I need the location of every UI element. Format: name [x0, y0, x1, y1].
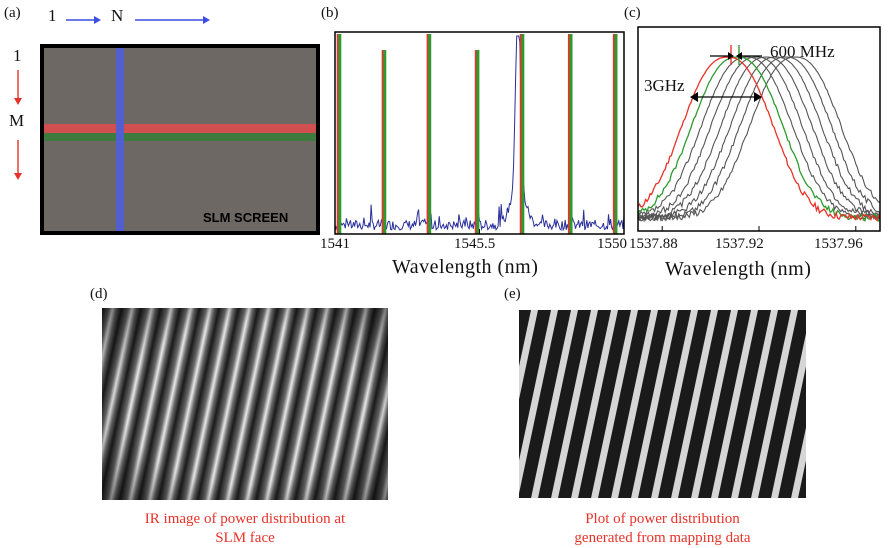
- chart-b-xtick: 1545.5: [454, 236, 496, 252]
- caption-d-line1: IR image of power distribution at: [144, 511, 346, 527]
- comb-line: [426, 34, 430, 234]
- filter-profile-line: [637, 56, 881, 223]
- comb-line: [383, 50, 387, 234]
- caption-e-line1: Plot of power distribution: [585, 511, 740, 527]
- highlight-row-2: [44, 133, 316, 141]
- panel-a-label: (a): [4, 5, 21, 21]
- filter-profile-line: [637, 56, 881, 222]
- arrow-down-icon: [14, 70, 22, 180]
- panel-c-label: (c): [624, 5, 641, 21]
- comb-line: [381, 50, 385, 234]
- mapping-plot: [519, 310, 806, 498]
- comb-line: [476, 50, 480, 234]
- panel-b-label: (b): [321, 5, 339, 21]
- chart-b-xlabel: Wavelength (nm): [392, 256, 539, 278]
- chart-c-xtick: 1537.92: [715, 236, 764, 252]
- panel-d-label: (d): [90, 286, 108, 302]
- comb-line: [338, 34, 342, 234]
- chart-b-xtick: 1541: [320, 236, 350, 252]
- left-end-label: M: [9, 111, 25, 130]
- chart-c-xtick: 1537.88: [629, 236, 678, 252]
- filter-profile-line: [637, 56, 881, 221]
- annotation-600mhz: 600 MHz: [770, 42, 835, 61]
- filter-profile-line: [638, 56, 881, 222]
- filter-profile-line: [637, 56, 881, 222]
- chart-b-xtick: 1550: [597, 236, 627, 252]
- annotation-3ghz: 3GHz: [644, 76, 685, 95]
- chart-b-frame: [334, 31, 625, 235]
- comb-line: [474, 50, 478, 234]
- arrow-right-icon: [728, 52, 734, 60]
- panel-e-label: (e): [504, 286, 521, 302]
- top-start-label: 1: [48, 6, 57, 25]
- comb-line: [519, 34, 523, 234]
- chart-c-xlabel: Wavelength (nm): [665, 258, 812, 280]
- comb-line: [336, 34, 340, 234]
- arrow-left-icon: [690, 92, 698, 102]
- caption-d-line2: SLM face: [215, 530, 275, 546]
- panel-a-diagram: [14, 16, 320, 235]
- filter-profile-line: [637, 56, 881, 222]
- series-blue-spectrum: [334, 35, 625, 232]
- comb-line: [428, 34, 432, 234]
- comb-line: [612, 34, 616, 234]
- chart-b: [334, 31, 625, 235]
- arrow-right-icon: [754, 92, 762, 102]
- comb-line: [567, 34, 571, 234]
- ir-image: [102, 308, 388, 500]
- caption-e: Plot of power distribution generated fro…: [519, 510, 806, 548]
- arrow-left-icon: [736, 52, 742, 60]
- left-start-label: 1: [13, 46, 22, 65]
- slm-screen-label: SLM SCREEN: [203, 210, 289, 225]
- filter-profile-line: [637, 56, 881, 222]
- top-end-label: N: [111, 6, 124, 25]
- chart-c-xtick: 1537.96: [814, 236, 863, 252]
- comb-line: [569, 34, 573, 234]
- comb-line: [521, 34, 525, 234]
- caption-e-line2: generated from mapping data: [574, 530, 751, 546]
- highlight-column: [116, 48, 124, 231]
- highlight-row-1: [44, 124, 316, 133]
- arrow-right-icon: [66, 16, 210, 24]
- chart-c: [637, 26, 881, 232]
- comb-line: [614, 34, 618, 234]
- caption-d: IR image of power distribution at SLM fa…: [102, 510, 388, 548]
